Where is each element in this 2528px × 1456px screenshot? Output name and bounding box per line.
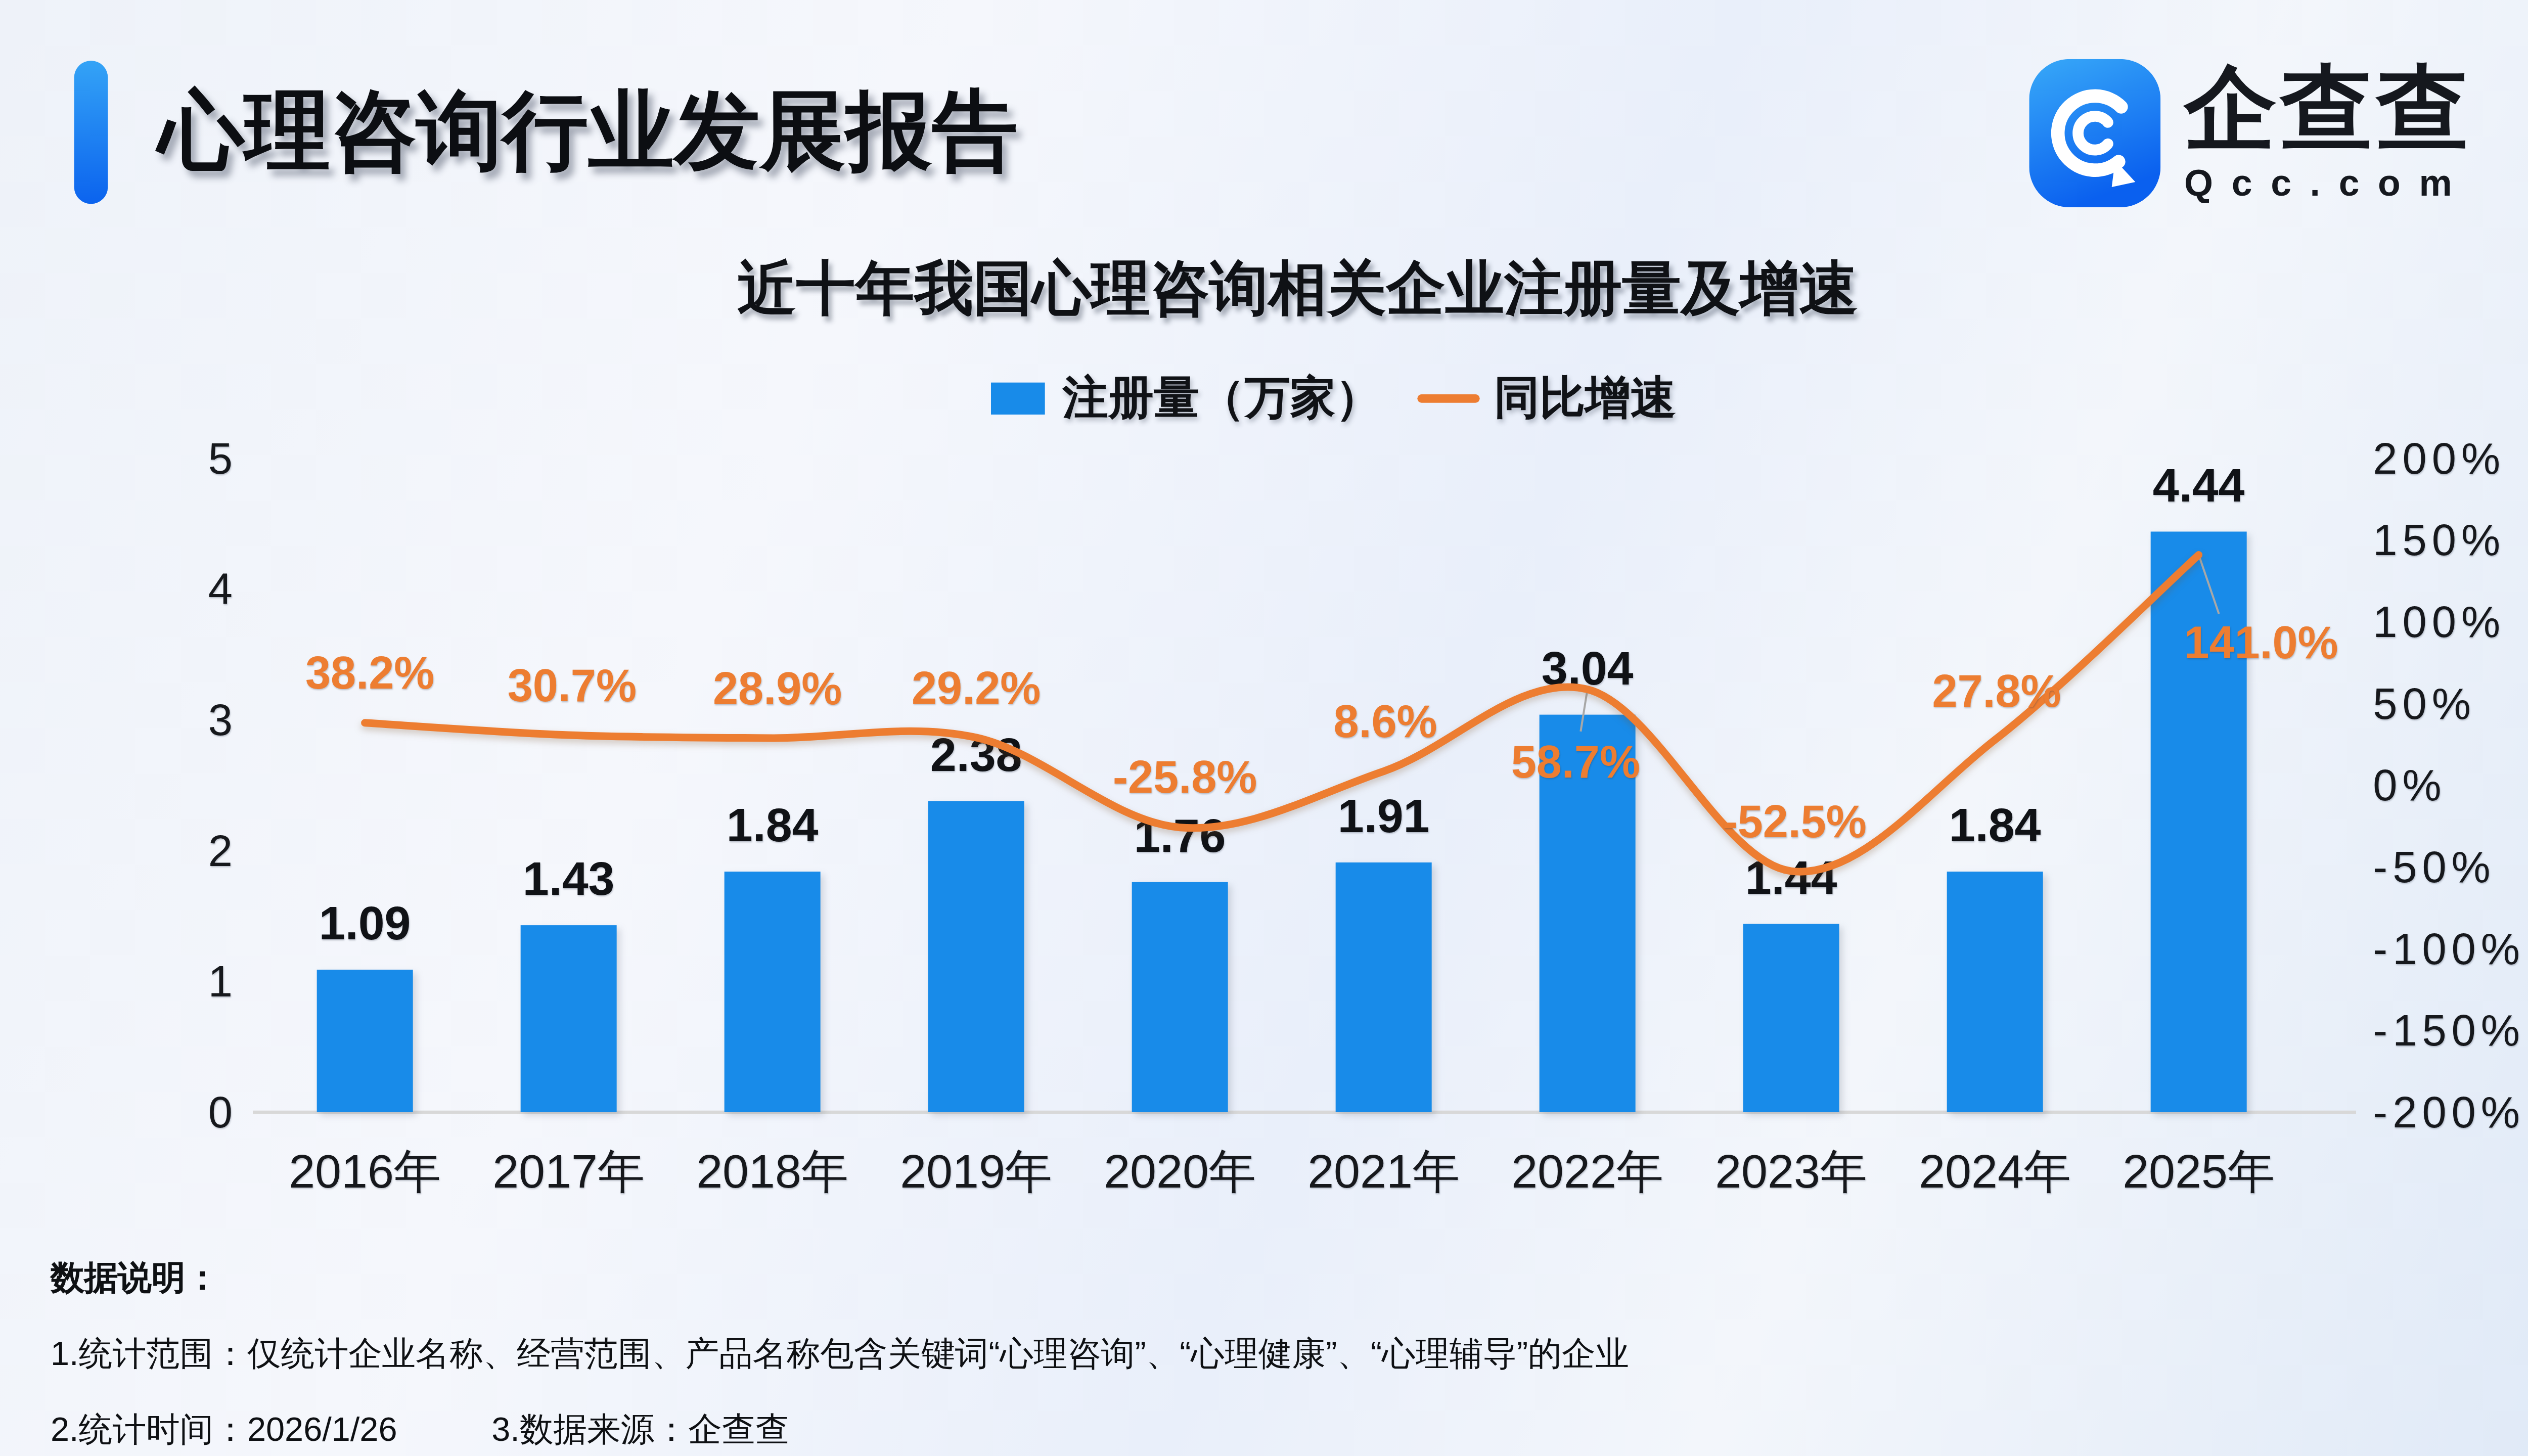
right-axis-tick: 200% xyxy=(2373,434,2505,483)
right-axis-tick: -150% xyxy=(2373,1006,2525,1055)
growth-label: -52.5% xyxy=(1723,796,1867,847)
x-axis-category: 2023年 xyxy=(1715,1145,1867,1198)
growth-label: 141.0% xyxy=(2184,617,2338,668)
bar-value-label: 1.84 xyxy=(1949,799,2041,851)
x-axis-category: 2021年 xyxy=(1307,1145,1460,1198)
x-axis-category: 2022年 xyxy=(1511,1145,1663,1198)
bar-2016年 xyxy=(317,970,413,1112)
slide: 心理咨询行业发展报告 企查查 Qcc.com 近十年我国心理咨询相关企业注册量及… xyxy=(0,0,2528,1456)
growth-label: 8.6% xyxy=(1333,696,1437,747)
right-axis-tick: -100% xyxy=(2373,925,2525,973)
left-axis-tick: 0 xyxy=(208,1088,233,1136)
combo-chart: 0 1 2 3 4 5 200% 150% 100% 50% 0% -50% -100% -150% -20… xyxy=(0,0,2528,1456)
left-axis-tick: 1 xyxy=(208,957,233,1006)
growth-label: 30.7% xyxy=(508,660,637,711)
bar-value-label: 1.84 xyxy=(727,799,819,851)
footer-note-2a: 2.统计时间：2026/1/26 xyxy=(51,1410,397,1447)
footer-note-2b: 3.数据来源：企查查 xyxy=(491,1410,789,1447)
x-axis-category: 2020年 xyxy=(1104,1145,1256,1198)
x-axis-category: 2019年 xyxy=(900,1145,1052,1198)
growth-label: 28.9% xyxy=(713,663,842,714)
left-axis-tick: 4 xyxy=(208,565,233,613)
bar-value-label: 4.44 xyxy=(2153,459,2245,512)
growth-label: 38.2% xyxy=(305,648,434,698)
right-axis-tick: -200% xyxy=(2373,1088,2525,1136)
x-axis-category: 2016年 xyxy=(289,1145,441,1198)
growth-label: 58.7% xyxy=(1511,737,1640,787)
x-axis-category: 2025年 xyxy=(2123,1145,2275,1198)
bar-2019年 xyxy=(928,801,1024,1112)
bar-2023年 xyxy=(1743,924,1839,1112)
left-axis-tick: 5 xyxy=(208,434,233,483)
right-axis-tick: 100% xyxy=(2373,598,2505,646)
growth-label: 27.8% xyxy=(1932,666,2061,716)
growth-label: -25.8% xyxy=(1113,752,1257,802)
bar-value-label: 1.09 xyxy=(319,897,411,949)
bar-2024年 xyxy=(1947,872,2043,1112)
right-axis-tick: 150% xyxy=(2373,516,2505,564)
bar-2020年 xyxy=(1132,882,1228,1112)
bar-value-label: 1.91 xyxy=(1338,790,1430,842)
footer-note-1: 1.统计范围：仅统计企业名称、经营范围、产品名称包含关键词“心理咨询”、“心理健… xyxy=(51,1331,1629,1377)
right-axis-tick: 50% xyxy=(2373,679,2475,728)
bar-value-label: 1.43 xyxy=(523,852,615,905)
bar-2018年 xyxy=(725,872,821,1112)
x-axis-category: 2024年 xyxy=(1919,1145,2071,1198)
right-axis-tick: -50% xyxy=(2373,843,2495,891)
footer-heading: 数据说明： xyxy=(51,1255,219,1301)
bar-2017年 xyxy=(521,925,617,1112)
growth-label: 29.2% xyxy=(912,663,1041,713)
growth-line xyxy=(365,555,2199,872)
x-axis-category: 2018年 xyxy=(696,1145,848,1198)
footer-note-2: 2.统计时间：2026/1/26 3.数据来源：企查查 xyxy=(51,1407,789,1452)
right-axis-tick: 0% xyxy=(2373,761,2446,809)
bar-2021年 xyxy=(1336,862,1432,1112)
left-axis-tick: 3 xyxy=(208,696,233,744)
x-axis-category: 2017年 xyxy=(492,1145,645,1198)
left-axis-tick: 2 xyxy=(208,827,233,875)
